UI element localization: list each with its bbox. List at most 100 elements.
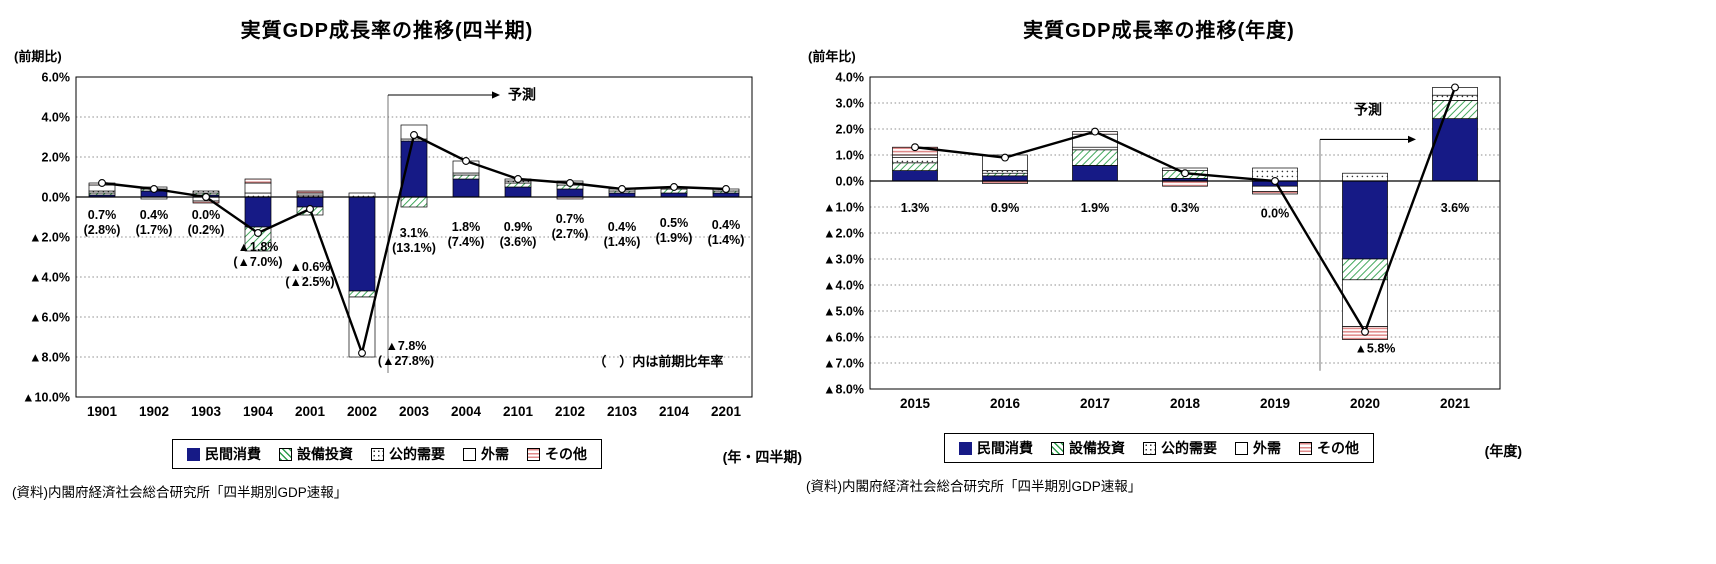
x-tick-label: 1901 — [87, 404, 118, 419]
point-label: 0.7% — [88, 208, 117, 222]
bar-segment — [1342, 172, 1388, 182]
y-tick-label: 2.0% — [836, 123, 865, 137]
point-label: 1.9% — [1081, 201, 1110, 215]
legend-item: 設備投資 — [1051, 438, 1125, 458]
line-marker — [618, 185, 626, 193]
x-tick-label: 1903 — [191, 404, 222, 419]
legend-swatch-icon — [463, 447, 476, 461]
point-sublabel: (0.2%) — [188, 223, 225, 237]
point-label: 0.4% — [712, 218, 741, 232]
legend-item: 民間消費 — [959, 438, 1033, 458]
x-tick-label: 2004 — [451, 404, 482, 419]
y-tick-label: ▲5.0% — [823, 305, 864, 319]
x-tick-label: 2021 — [1440, 396, 1471, 411]
annual-chart-title: 実質GDP成長率の推移(年度) — [1023, 20, 1295, 42]
legend-label: 設備投資 — [1069, 440, 1125, 456]
forecast-label: 予測 — [508, 87, 536, 103]
bar-segment — [244, 182, 272, 194]
line-marker — [1451, 83, 1459, 92]
y-tick-label: ▲1.0% — [823, 201, 864, 215]
bar-segment — [244, 178, 272, 184]
line-marker — [150, 185, 158, 193]
bar-segment — [556, 188, 584, 198]
legend-swatch-icon — [1299, 441, 1312, 455]
y-axis-unit-label: (前期比) — [14, 49, 62, 64]
bar-segment — [982, 170, 1028, 174]
line-marker — [410, 131, 418, 139]
x-tick-label: 2104 — [659, 404, 690, 419]
bar-segment — [1072, 149, 1118, 166]
legend-item: 公的需要 — [1143, 438, 1217, 458]
quarterly-source-note: (資料)内閣府経済社会総合研究所「四半期別GDP速報」 — [12, 485, 348, 500]
annual-x-axis-unit: (年度) — [1484, 443, 1522, 459]
x-tick-label: 2003 — [399, 404, 430, 419]
bar-segment — [982, 172, 1028, 177]
y-tick-label: ▲7.0% — [823, 357, 864, 371]
bar-segment — [192, 190, 220, 194]
bar-segment — [244, 196, 272, 228]
bar-segment — [504, 186, 532, 198]
legend-label: 外需 — [1253, 440, 1281, 456]
point-label: 0.0% — [192, 208, 221, 222]
annual-legend: 民間消費 設備投資 公的需要 外需 その他 — [944, 433, 1374, 463]
bar-segment — [1342, 180, 1388, 260]
bar-segment — [452, 178, 480, 198]
annual-gdp-chart: 実質GDP成長率の推移(年度) (前年比) ▲8.0% ▲7.0% ▲6.0% ▲5.0… — [806, 14, 1546, 495]
line-marker — [566, 179, 574, 187]
point-label: ▲7.8% — [386, 339, 427, 353]
y-tick-label: ▲4.0% — [823, 279, 864, 293]
bar-segment — [1072, 165, 1118, 182]
bar-segment — [348, 196, 376, 292]
point-sublabel: (1.4%) — [604, 235, 641, 249]
bar-segment — [1252, 191, 1298, 195]
legend-label: 民間消費 — [977, 440, 1033, 456]
line-marker — [514, 175, 522, 183]
x-tick-label: 1902 — [139, 404, 169, 419]
bar-segment — [1342, 258, 1388, 281]
legend-item: 設備投資 — [279, 444, 353, 464]
x-tick-label: 2002 — [347, 404, 377, 419]
y-axis-unit-label: (前年比) — [808, 49, 856, 64]
quarterly-legend-row: 民間消費 設備投資 公的需要 外需 その他 (年・四半期) — [12, 439, 802, 469]
point-label: ▲1.8% — [238, 240, 279, 254]
legend-item: 民間消費 — [187, 444, 261, 464]
legend-label: 外需 — [481, 446, 509, 462]
legend-label: その他 — [545, 446, 587, 462]
charts-row: 実質GDP成長率の推移(四半期) (前期比) ▲10.0% ▲8.0% ▲6.0% ▲4… — [12, 14, 1546, 500]
bar-segment — [982, 175, 1028, 182]
y-tick-label: 3.0% — [836, 97, 865, 111]
y-tick-label: 6.0% — [42, 71, 71, 85]
line-marker — [1271, 177, 1279, 185]
quarterly-legend: 民間消費 設備投資 公的需要 外需 その他 — [172, 439, 602, 469]
quarterly-chart-title: 実質GDP成長率の推移(四半期) — [240, 20, 534, 42]
legend-item: 外需 — [463, 444, 509, 464]
point-label: 0.7% — [556, 212, 585, 226]
quarterly-chart-plot: (前期比) ▲10.0% ▲8.0% ▲6.0% ▲4.0% ▲2.0% 0.0% 2.0% 4… — [14, 49, 753, 419]
y-tick-label: 0.0% — [42, 191, 71, 205]
line-marker — [722, 185, 730, 193]
legend-label: 設備投資 — [297, 446, 353, 462]
quarterly-x-axis-unit: (年・四半期) — [722, 449, 802, 465]
line-marker — [1091, 127, 1099, 136]
x-tick-label: 2018 — [1170, 396, 1201, 411]
bar-segment — [892, 170, 938, 182]
x-tick-label: 2019 — [1260, 396, 1290, 411]
legend-swatch-icon — [371, 447, 384, 461]
point-sublabel: (2.7%) — [552, 227, 589, 241]
bar-segment — [192, 200, 220, 204]
forecast-arrowhead-icon — [1408, 135, 1416, 143]
line-marker — [1181, 169, 1189, 178]
legend-swatch-icon — [1051, 441, 1064, 455]
legend-swatch-icon — [187, 447, 200, 461]
point-label: 3.1% — [400, 226, 429, 240]
bar-segment — [1432, 94, 1478, 101]
legend-item: その他 — [1299, 438, 1359, 458]
y-tick-label: 1.0% — [836, 149, 865, 163]
legend-label: 公的需要 — [389, 446, 445, 462]
point-sublabel: (▲2.5%) — [285, 275, 334, 289]
line-marker — [254, 229, 262, 237]
point-label: 0.9% — [504, 220, 533, 234]
point-sublabel: (▲27.8%) — [378, 354, 434, 368]
legend-label: その他 — [1317, 440, 1359, 456]
y-tick-label: 4.0% — [836, 71, 865, 85]
